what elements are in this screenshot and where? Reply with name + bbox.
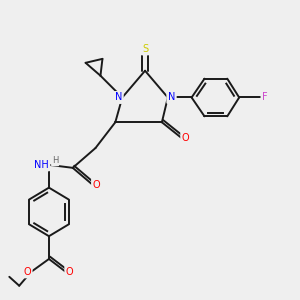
Text: F: F	[262, 92, 268, 103]
Text: S: S	[142, 44, 148, 54]
Text: O: O	[23, 267, 31, 277]
Text: O: O	[92, 180, 100, 190]
Text: N: N	[115, 92, 122, 103]
Text: NH: NH	[34, 160, 49, 170]
Text: H: H	[52, 156, 58, 165]
Text: O: O	[66, 267, 74, 277]
Text: O: O	[182, 133, 189, 143]
Text: N: N	[168, 92, 175, 103]
